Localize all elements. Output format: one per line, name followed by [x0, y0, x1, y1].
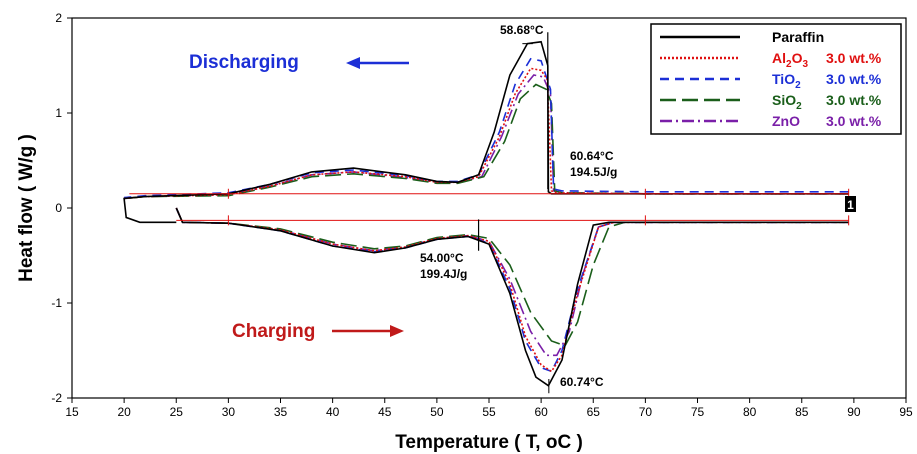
x-tick-label: 50: [430, 405, 444, 419]
x-tick-label: 80: [743, 405, 757, 419]
series-line-paraffin-cool: [123, 40, 849, 224]
marker-box-label: 1: [845, 196, 856, 212]
y-tick-label: -2: [51, 391, 62, 405]
x-tick-label: 60: [534, 405, 548, 419]
series-line-sio2-heat: [175, 207, 849, 347]
top-temp-label: 60.64°C: [570, 149, 614, 163]
bottom-energy-label: 199.4J/g: [420, 267, 467, 281]
y-tick-label: 1: [55, 106, 62, 120]
x-tick-label: 85: [795, 405, 809, 419]
x-tick-label: 55: [482, 405, 496, 419]
x-axis-label-unit: oC ): [546, 432, 583, 453]
x-tick-label: 40: [326, 405, 340, 419]
x-tick-label: 95: [899, 405, 913, 419]
x-tick-label: 15: [65, 405, 79, 419]
charging-arrow: [332, 325, 404, 337]
x-tick-label: 70: [639, 405, 653, 419]
x-tick-label: 45: [378, 405, 392, 419]
y-tick-label: -1: [51, 296, 62, 310]
legend-suffix-2: 3.0 wt.%: [826, 50, 882, 66]
x-tick-label: 65: [587, 405, 601, 419]
y-tick-label: 2: [55, 11, 62, 25]
legend: Paraffin Al2O3 3.0 wt.% TiO2 3.0 wt.% SiO2 3.0…: [650, 23, 902, 135]
legend-label-3: TiO2: [772, 71, 801, 91]
series-curves: [123, 40, 849, 387]
y-axis-label: Heat flow ( W/g ): [16, 134, 37, 282]
legend-label-5: ZnO: [772, 113, 800, 129]
series-line-sio2-cool: [124, 83, 849, 200]
x-tick-label: 75: [691, 405, 705, 419]
charging-label: Charging: [232, 321, 315, 342]
legend-suffix-5: 3.0 wt.%: [826, 113, 882, 129]
x-tick-label: 30: [222, 405, 236, 419]
legend-suffix-3: 3.0 wt.%: [826, 71, 882, 87]
legend-label-1: Paraffin: [772, 29, 824, 45]
axis-ticks: 15 20 25 30 35 40 45 50 55 60 65 70 75 80 85 90 95 -2 -1 0 1…: [51, 11, 913, 419]
x-axis-label: Temperature ( T, oC ): [395, 432, 583, 453]
peak-bottom-label: 60.74°C: [560, 375, 604, 389]
legend-items: Paraffin Al2O3 3.0 wt.% TiO2 3.0 wt.% SiO2 3.0…: [660, 29, 882, 129]
discharging-label: Discharging: [189, 52, 299, 73]
x-tick-label: 35: [274, 405, 288, 419]
bottom-temp-label: 54.00°C: [420, 251, 464, 265]
series-line-al2o3-cool: [124, 67, 849, 200]
x-tick-label: 90: [847, 405, 861, 419]
x-tick-label: 20: [117, 405, 131, 419]
discharging-arrow: [346, 57, 409, 69]
legend-label-2: Al2O3: [772, 50, 808, 70]
series-line-paraffin-heat: [175, 207, 849, 387]
legend-label-4: SiO2: [772, 92, 802, 112]
y-tick-label: 0: [55, 201, 62, 215]
x-tick-label: 25: [170, 405, 184, 419]
svg-text:1: 1: [847, 198, 854, 212]
peak-top-label: 58.68°C: [500, 23, 544, 37]
top-energy-label: 194.5J/g: [570, 165, 617, 179]
reference-lines: [129, 32, 850, 394]
legend-suffix-4: 3.0 wt.%: [826, 92, 882, 108]
x-axis-label-main: Temperature ( T,: [395, 432, 546, 453]
